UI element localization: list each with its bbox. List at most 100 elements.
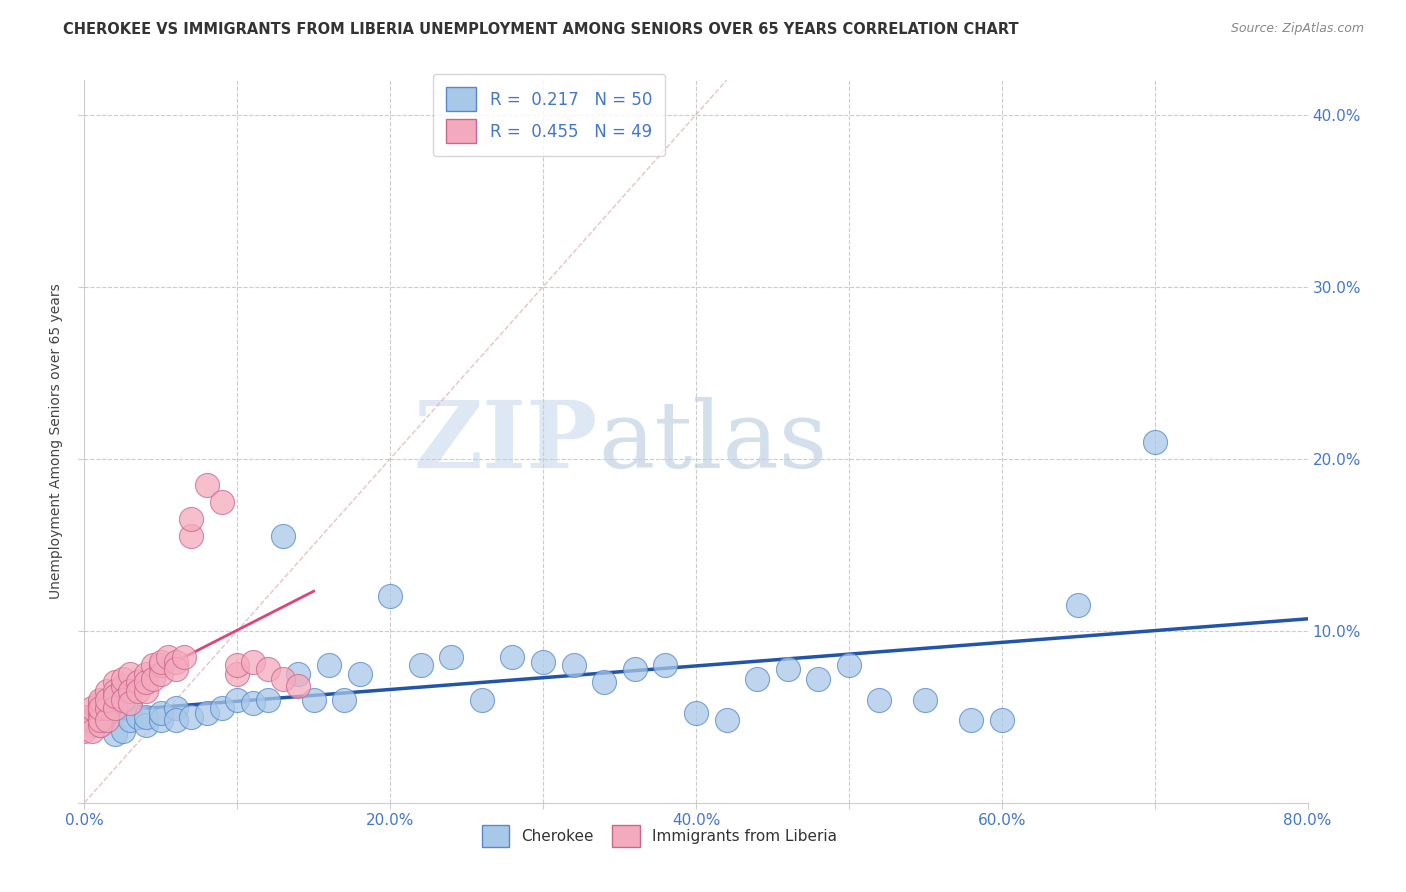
Point: [991, 713, 1014, 727]
Point: [104, 689, 127, 703]
Point: [195, 477, 218, 491]
Point: [120, 696, 142, 710]
Point: [89, 718, 111, 732]
Point: [502, 649, 524, 664]
Point: [104, 727, 127, 741]
Point: [838, 658, 860, 673]
Point: [776, 662, 799, 676]
Point: [211, 701, 233, 715]
Point: [242, 696, 264, 710]
Point: [135, 710, 157, 724]
Text: atlas: atlas: [598, 397, 827, 486]
Point: [318, 658, 340, 673]
Point: [96, 713, 118, 727]
Point: [120, 701, 142, 715]
Text: ZIP: ZIP: [413, 397, 598, 486]
Point: [471, 692, 494, 706]
Point: [173, 649, 195, 664]
Point: [747, 672, 769, 686]
Point: [226, 666, 249, 681]
Point: [89, 710, 111, 724]
Point: [149, 706, 172, 721]
Point: [96, 713, 118, 727]
Point: [593, 675, 616, 690]
Point: [89, 692, 111, 706]
Point: [195, 706, 218, 721]
Point: [165, 662, 187, 676]
Point: [73, 710, 96, 724]
Point: [127, 684, 149, 698]
Point: [149, 666, 172, 681]
Point: [135, 666, 157, 681]
Point: [104, 706, 127, 721]
Point: [157, 649, 180, 664]
Point: [127, 710, 149, 724]
Point: [165, 713, 187, 727]
Point: [211, 494, 233, 508]
Point: [120, 713, 142, 727]
Point: [1067, 598, 1090, 612]
Point: [287, 679, 309, 693]
Point: [111, 679, 134, 693]
Point: [716, 713, 738, 727]
Point: [149, 713, 172, 727]
Point: [271, 529, 294, 543]
Point: [104, 675, 127, 690]
Point: [180, 529, 202, 543]
Point: [135, 718, 157, 732]
Point: [89, 696, 111, 710]
Point: [120, 666, 142, 681]
Point: [80, 713, 103, 727]
Point: [104, 684, 127, 698]
Point: [135, 675, 157, 690]
Point: [257, 662, 280, 676]
Point: [242, 655, 264, 669]
Text: Source: ZipAtlas.com: Source: ZipAtlas.com: [1230, 22, 1364, 36]
Point: [142, 658, 165, 673]
Point: [149, 655, 172, 669]
Point: [226, 658, 249, 673]
Point: [409, 658, 432, 673]
Point: [89, 706, 111, 721]
Point: [142, 672, 165, 686]
Point: [960, 713, 983, 727]
Point: [685, 706, 707, 721]
Point: [96, 692, 118, 706]
Point: [914, 692, 936, 706]
Point: [287, 666, 309, 681]
Point: [120, 684, 142, 698]
Point: [111, 672, 134, 686]
Point: [271, 672, 294, 686]
Point: [226, 692, 249, 706]
Point: [73, 723, 96, 738]
Point: [165, 701, 187, 715]
Point: [80, 723, 103, 738]
Point: [624, 662, 647, 676]
Point: [180, 710, 202, 724]
Point: [654, 658, 676, 673]
Point: [80, 718, 103, 732]
Point: [89, 701, 111, 715]
Point: [111, 692, 134, 706]
Point: [869, 692, 891, 706]
Point: [96, 684, 118, 698]
Legend: Cherokee, Immigrants from Liberia: Cherokee, Immigrants from Liberia: [475, 819, 844, 853]
Point: [96, 701, 118, 715]
Point: [531, 655, 554, 669]
Point: [80, 701, 103, 715]
Point: [562, 658, 585, 673]
Point: [89, 713, 111, 727]
Point: [1143, 434, 1166, 449]
Point: [807, 672, 830, 686]
Point: [89, 718, 111, 732]
Point: [349, 666, 371, 681]
Point: [257, 692, 280, 706]
Point: [165, 655, 187, 669]
Point: [380, 590, 402, 604]
Y-axis label: Unemployment Among Seniors over 65 years: Unemployment Among Seniors over 65 years: [49, 284, 63, 599]
Point: [333, 692, 356, 706]
Point: [111, 723, 134, 738]
Point: [135, 684, 157, 698]
Text: CHEROKEE VS IMMIGRANTS FROM LIBERIA UNEMPLOYMENT AMONG SENIORS OVER 65 YEARS COR: CHEROKEE VS IMMIGRANTS FROM LIBERIA UNEM…: [63, 22, 1019, 37]
Point: [180, 512, 202, 526]
